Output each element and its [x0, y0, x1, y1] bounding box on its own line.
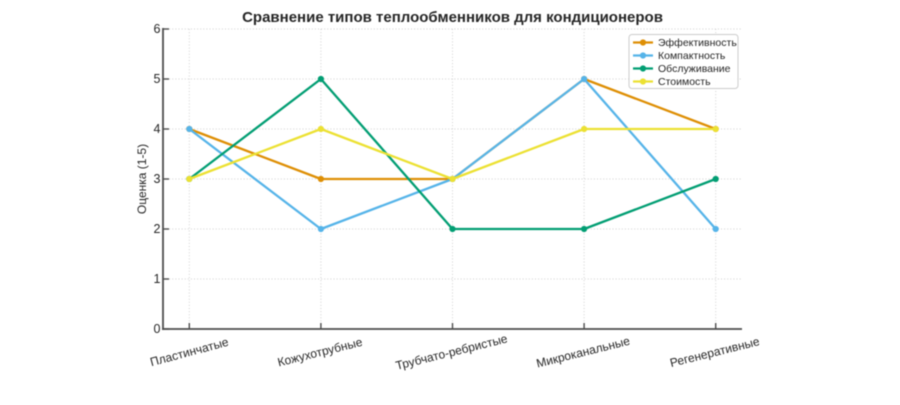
svg-text:Сравнение типов теплообменнико: Сравнение типов теплообменников для конд… [242, 9, 663, 26]
svg-text:Обслуживание: Обслуживание [658, 63, 731, 75]
svg-text:5: 5 [154, 72, 161, 86]
svg-text:0: 0 [154, 322, 161, 336]
svg-text:1: 1 [154, 272, 161, 286]
svg-text:4: 4 [154, 122, 161, 136]
svg-text:Оценка (1-5): Оценка (1-5) [135, 144, 149, 214]
svg-text:Компактность: Компактность [658, 50, 726, 62]
svg-text:Эффективность: Эффективность [658, 37, 737, 49]
svg-text:6: 6 [154, 22, 161, 36]
svg-text:2: 2 [154, 222, 161, 236]
svg-text:Стоимость: Стоимость [658, 76, 711, 88]
svg-text:3: 3 [154, 172, 161, 186]
